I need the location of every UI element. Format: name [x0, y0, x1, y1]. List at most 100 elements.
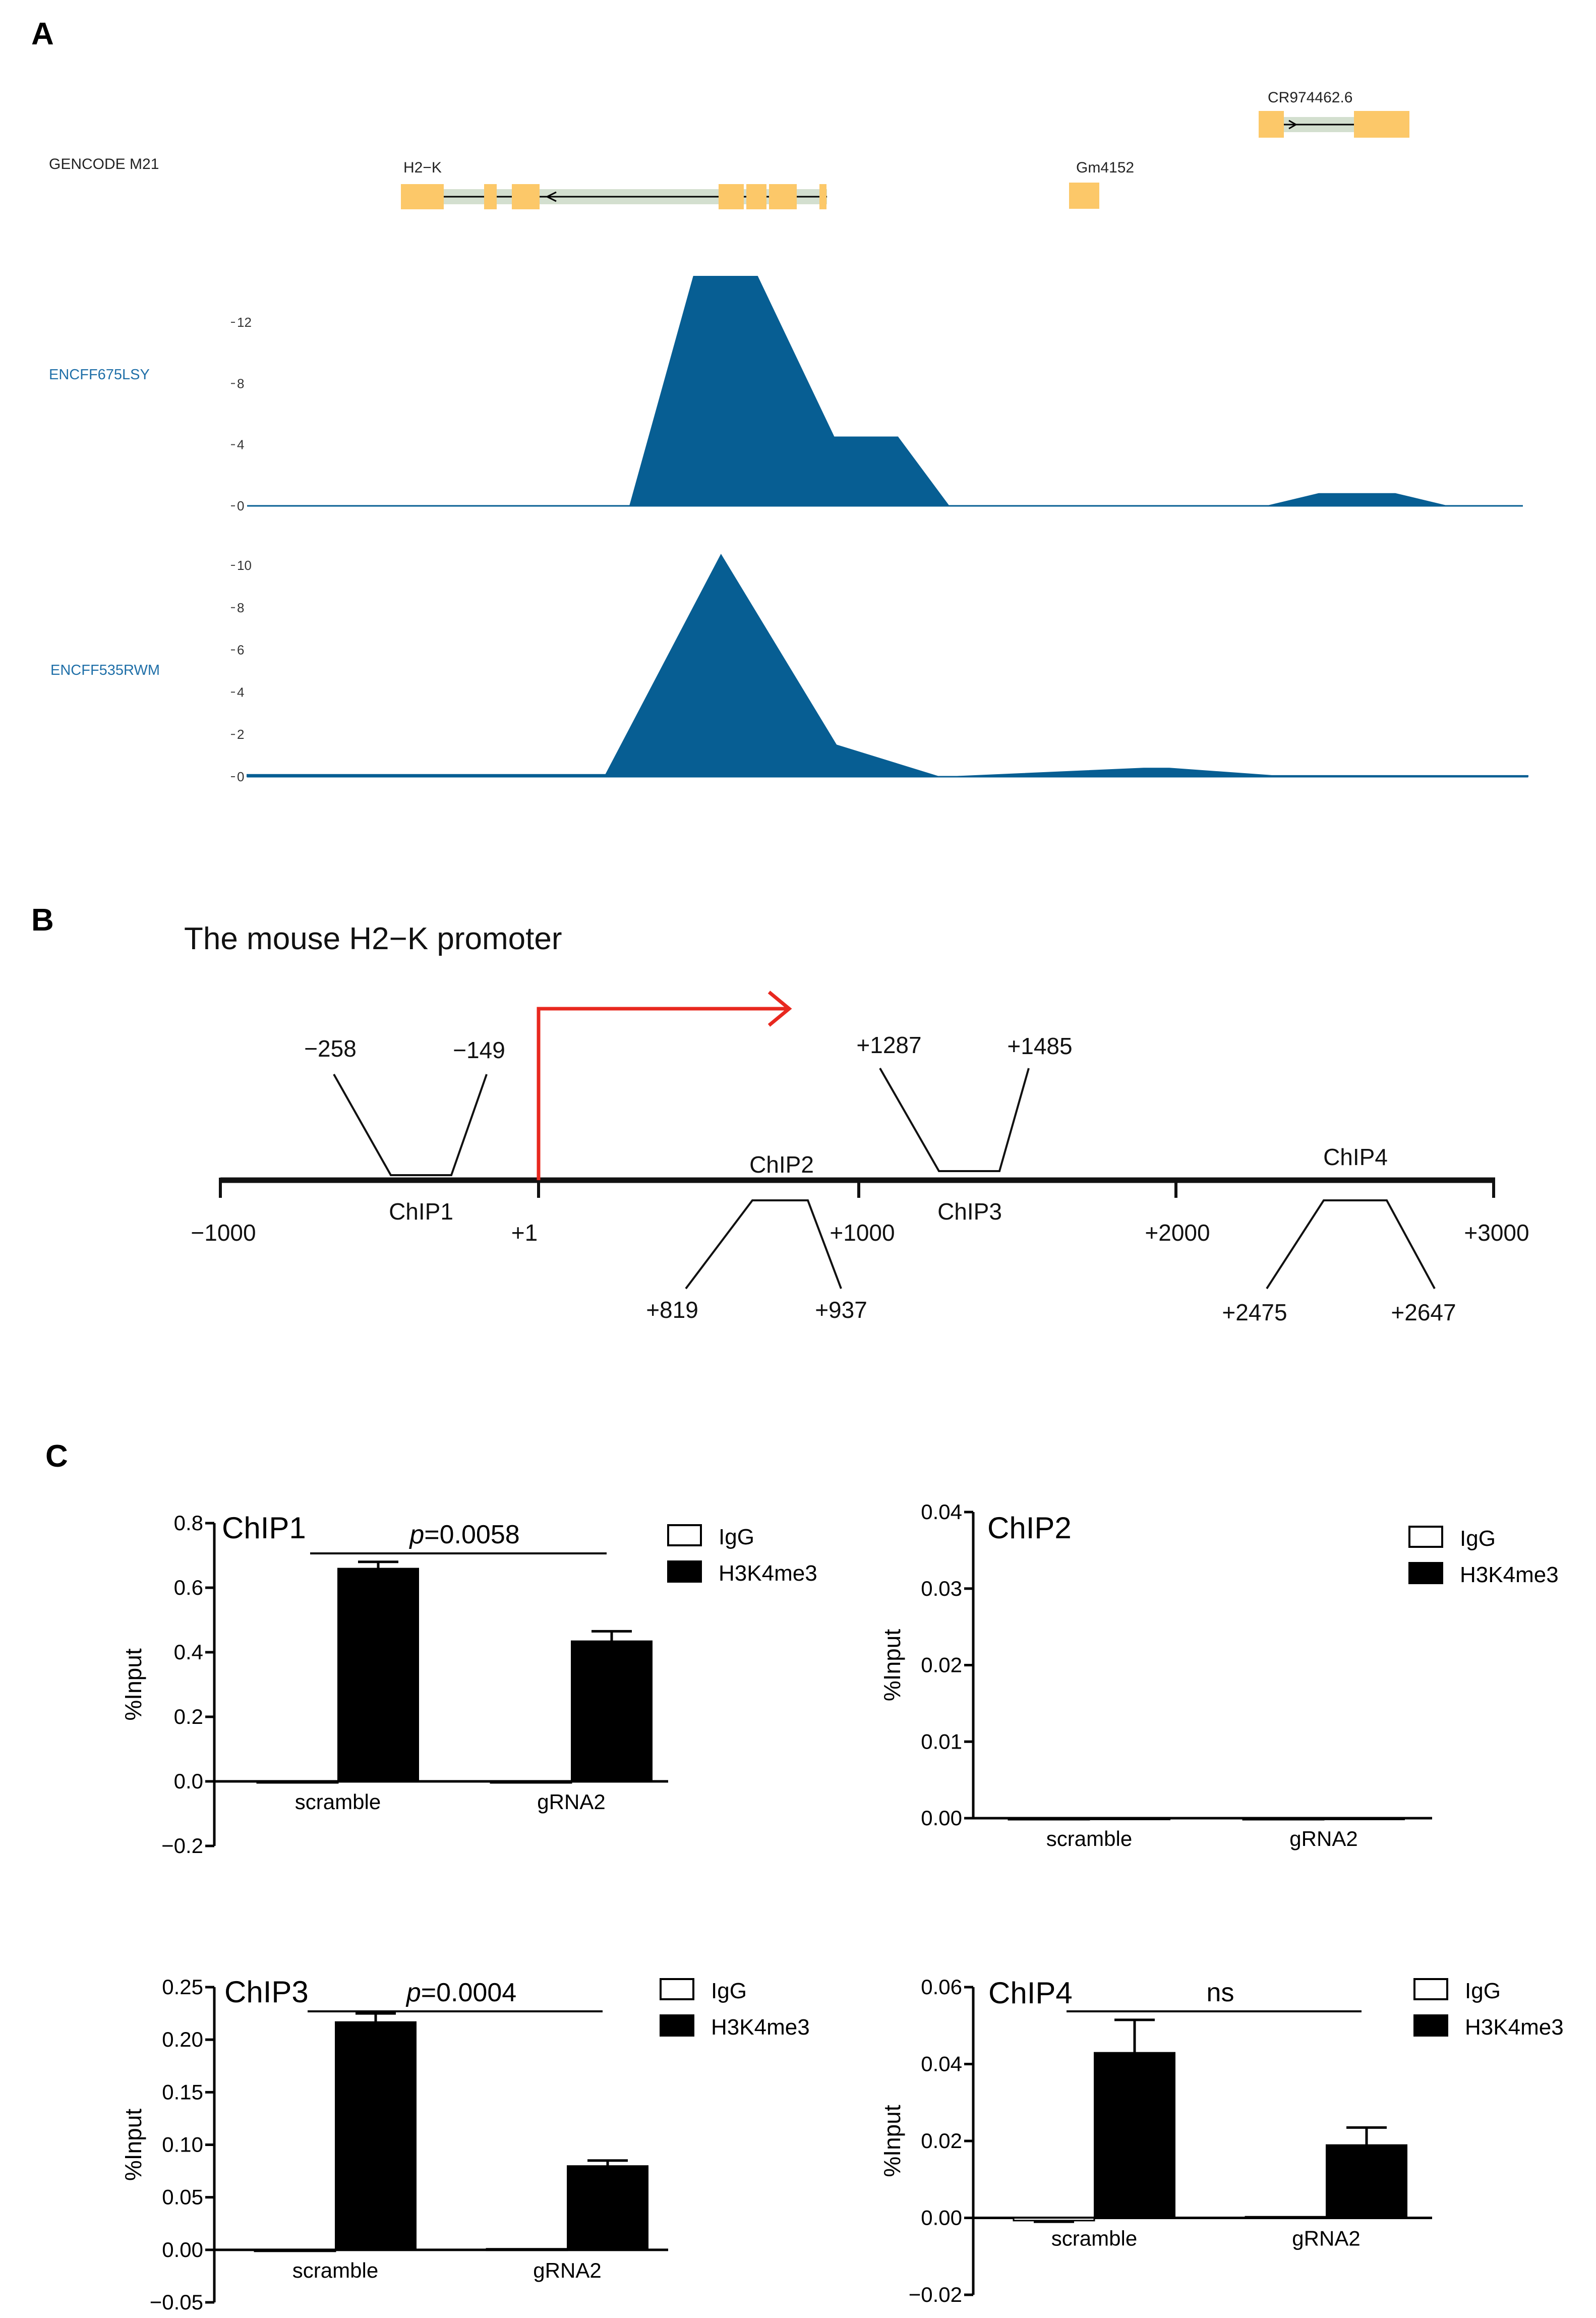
y-tick-label: 0.03 — [921, 1577, 962, 1600]
significance-value: =0.0058 — [424, 1520, 519, 1549]
bar-h3k4me3 — [571, 1640, 653, 1782]
bar-h3k4me3 — [1323, 1818, 1405, 1820]
promoter-map: −1000 +1 +1000 +2000 +3000 −258 −149 ChI… — [191, 991, 1529, 1325]
axis-tick-label: +3000 — [1464, 1220, 1529, 1246]
chip3-end-label: +1485 — [1007, 1033, 1072, 1059]
bar-igg — [490, 1780, 572, 1784]
y-tick-label: 0.04 — [921, 1500, 962, 1524]
chip3-start-label: +1287 — [856, 1032, 921, 1058]
tss-arrow — [537, 1007, 789, 1180]
legend-swatch-h3k4me3 — [667, 1560, 702, 1583]
chip3-label: ChIP3 — [937, 1198, 1002, 1225]
promoter-title: The mouse H2−K promoter — [184, 921, 562, 956]
h2k-exon — [512, 184, 540, 209]
category-label: scramble — [1046, 1827, 1132, 1850]
y-tick-label: 0.25 — [162, 1975, 203, 1999]
chip4-region-marker — [1266, 1199, 1436, 1290]
axis-tick-label: −1000 — [191, 1220, 256, 1246]
significance-p-symbol: p — [408, 1520, 424, 1549]
bar-igg — [1008, 1817, 1090, 1821]
y-tick-label: 0.00 — [921, 2206, 962, 2230]
category-label: gRNA2 — [533, 2258, 601, 2282]
tss-arrowhead — [767, 991, 792, 1027]
chip2-label: ChIP2 — [749, 1151, 814, 1178]
track-tick-label: 4 — [237, 684, 244, 700]
y-tick-label: 0.02 — [921, 1653, 962, 1677]
cr974462-exon — [1354, 111, 1409, 138]
bar-igg — [1245, 2216, 1327, 2219]
significance-p-symbol: p — [405, 1978, 421, 2007]
significance-label: p=0.0004 — [405, 1978, 516, 2007]
chip1-end-label: −149 — [453, 1037, 505, 1063]
gene-gm4152: Gm4152 — [1069, 159, 1134, 209]
h2k-strand-arrow — [547, 191, 557, 202]
legend-swatch-h3k4me3 — [660, 2014, 694, 2037]
gene-label-cr974462: CR974462.6 — [1268, 89, 1352, 106]
legend-label: IgG — [711, 1979, 747, 2003]
y-axis-label: %Input — [120, 1648, 146, 1720]
significance-label: ns — [1207, 1978, 1234, 2007]
category-label: gRNA2 — [1289, 1827, 1357, 1850]
legend-label: H3K4me3 — [711, 2015, 810, 2040]
category-label: gRNA2 — [537, 1790, 605, 1814]
y-tick-label: 0.4 — [174, 1640, 203, 1664]
category-label: gRNA2 — [1292, 2227, 1360, 2250]
y-tick-label: 0.00 — [162, 2238, 203, 2262]
bar-igg — [256, 1780, 339, 1784]
significance-value: ns — [1207, 1978, 1234, 2007]
legend-swatch-igg — [1413, 1978, 1448, 2000]
bar-h3k4me3 — [567, 2165, 648, 2250]
y-tick-label: 0.02 — [921, 2129, 962, 2153]
track-label-encff535rwm: ENCFF535RWM — [50, 662, 160, 678]
y-tick-label: 0.00 — [921, 1806, 962, 1830]
annotation-track-label: GENCODE M21 — [49, 156, 159, 172]
chip2-start-label: +819 — [646, 1297, 698, 1323]
track-tick-label: 0 — [237, 769, 244, 784]
track-label-encff675lsy: ENCFF675LSY — [49, 367, 150, 383]
chip4-label: ChIP4 — [1323, 1144, 1388, 1170]
chip3-region-marker — [879, 1068, 1030, 1172]
bar-igg — [254, 2249, 336, 2252]
track-tick-label: 8 — [237, 376, 244, 391]
gene-cr974462: CR974462.6 — [1259, 89, 1409, 138]
h2k-exon — [746, 184, 766, 209]
significance-label: p=0.0058 — [408, 1520, 519, 1549]
track-tick-label: 8 — [237, 600, 244, 615]
bar-igg — [1013, 2217, 1095, 2222]
track-tick-label: 2 — [237, 727, 244, 742]
chip2-end-label: +937 — [815, 1297, 867, 1323]
axis-tick-label: +2000 — [1145, 1220, 1210, 1246]
category-label: scramble — [295, 1790, 381, 1814]
significance-value: =0.0004 — [421, 1978, 516, 2007]
gene-label-h2k: H2−K — [403, 159, 442, 176]
signal-area — [247, 276, 1523, 506]
y-tick-label: 0.04 — [921, 2052, 962, 2076]
y-axis-label: %Input — [120, 2109, 146, 2181]
h2k-exon — [484, 184, 497, 209]
h2k-exon — [401, 184, 444, 209]
chip1-label: ChIP1 — [389, 1198, 453, 1225]
chart-chip2: 0.04 0.03 0.02 0.01 0.00 scramble gRNA2 ChIP2 %I… — [879, 1500, 1559, 1850]
track-tick-label: 10 — [237, 558, 252, 573]
chart-chip3: 0.25 0.20 0.15 0.10 0.05 0.00 −0.05 scramble gRN… — [120, 1975, 810, 2314]
legend-label: H3K4me3 — [719, 1561, 817, 1586]
y-tick-label: −0.02 — [909, 2283, 962, 2306]
gene-label-gm4152: Gm4152 — [1076, 159, 1134, 176]
h2k-exon — [719, 184, 744, 209]
bar-igg — [486, 2248, 568, 2251]
y-tick-label: 0.6 — [174, 1576, 203, 1599]
y-tick-label: 0.01 — [921, 1729, 962, 1753]
gm4152-exon — [1069, 183, 1099, 209]
signal-area — [247, 553, 1528, 777]
legend-label: IgG — [1465, 1979, 1501, 2003]
y-tick-label: 0.10 — [162, 2133, 203, 2157]
y-tick-label: 0.8 — [174, 1511, 203, 1535]
chip4-end-label: +2647 — [1391, 1299, 1456, 1325]
signal-track-encff535rwm: ENCFF535RWM 10 8 6 4 2 0 — [50, 553, 1528, 784]
track-tick-label: 4 — [237, 437, 244, 452]
y-tick-label: 0.0 — [174, 1769, 203, 1793]
h2k-exon — [769, 184, 797, 209]
track-tick-label: 0 — [237, 498, 244, 513]
y-tick-label: 0.2 — [174, 1705, 203, 1728]
bar-igg — [1242, 1817, 1325, 1821]
